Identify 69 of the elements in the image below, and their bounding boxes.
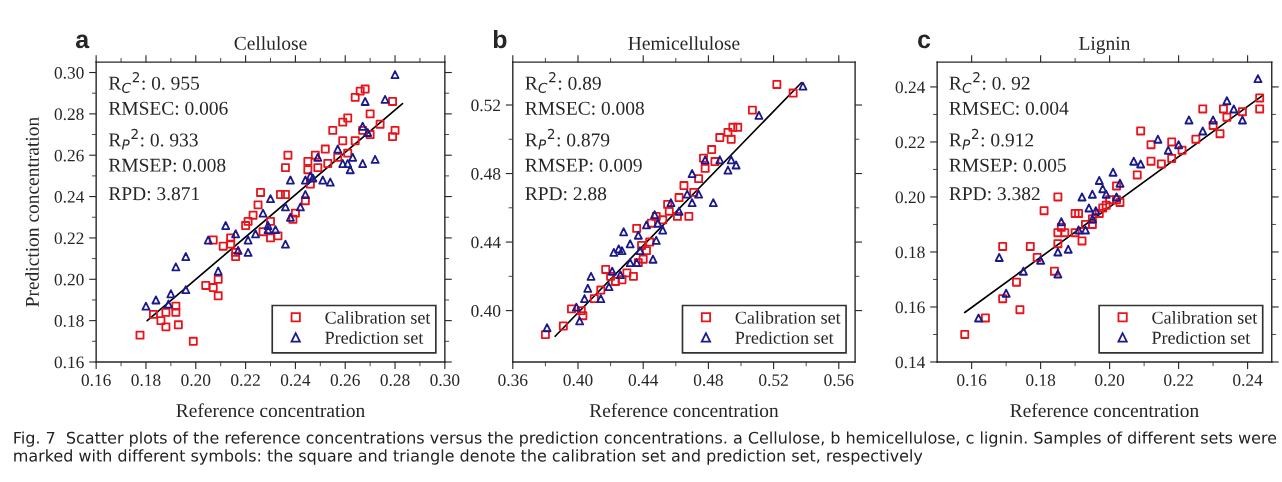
x-tick-label: 0.30 — [430, 374, 460, 387]
x-tick-label: 0.40 — [563, 374, 593, 387]
x-tick-label: 0.16 — [81, 374, 111, 387]
text: c — [918, 34, 931, 49]
y-tick-label: 0.22 — [54, 232, 84, 245]
annotation: RMSEP: 0.005 — [949, 158, 1066, 172]
x-axis-title: Reference concentration — [176, 403, 365, 418]
x-tick-label: 0.22 — [231, 374, 260, 387]
chart-title: Lignin — [1079, 36, 1131, 54]
x-tick-label: 0.20 — [1095, 374, 1125, 387]
annotation: RMSEP: 0.009 — [525, 158, 642, 172]
y-tick-label: 0.26 — [54, 149, 84, 162]
y-tick-label: 0.24 — [54, 191, 85, 203]
x-tick-label: 0.52 — [759, 374, 788, 387]
y-tick-label: 0.48 — [471, 168, 501, 180]
legend-label: Calibration set — [325, 311, 431, 324]
y-tick-label: 0.18 — [54, 315, 84, 327]
annotation: R$_{P}$$^{2}$: 0. 933 — [108, 128, 198, 150]
annotation: RMSEC: 0.004 — [949, 101, 1069, 115]
legend-label: Calibration set — [1152, 311, 1258, 324]
annotation: RPD: 3.382 — [949, 187, 1040, 201]
text: a — [75, 34, 90, 49]
x-tick-label: 0.18 — [131, 374, 161, 387]
y-tick-label: 0.52 — [471, 99, 501, 112]
y-tick-label: 0.40 — [471, 305, 501, 317]
y-tick-label: 0.18 — [895, 246, 925, 259]
y-tick-label: 0.20 — [895, 191, 925, 204]
annotation: RMSEP: 0.008 — [108, 158, 226, 172]
y-tick-label: 0.14 — [895, 356, 926, 369]
legend-label: Prediction set — [735, 331, 834, 344]
annotation: R$_{C}$$^{2}$: 0. 92 — [949, 72, 1030, 93]
annotation: RMSEC: 0.008 — [525, 101, 644, 115]
y-axis-title: Prediction concentration — [25, 117, 39, 307]
legend-label: Prediction set — [1152, 331, 1251, 344]
x-tick-label: 0.26 — [330, 374, 360, 387]
annotation: R$_{C}$$^{2}$: 0.89 — [525, 72, 601, 93]
annotation: R$_{C}$$^{2}$: 0. 955 — [108, 72, 200, 93]
y-tick-label: 0.24 — [895, 81, 926, 94]
x-tick-label: 0.48 — [693, 374, 723, 387]
x-tick-label: 0.36 — [498, 374, 528, 387]
x-tick-label: 0.24 — [280, 374, 311, 387]
y-tick-label: 0.16 — [895, 301, 925, 314]
annotation: RMSEC: 0.006 — [108, 101, 228, 115]
x-tick-label: 0.44 — [628, 374, 659, 387]
caption: Fig. 7 Scatter plots of the reference concentrations versus the prediction concentrations. a Cellulose, b hemicellulose, c lignin. Samples of different sets were marked with different symbols: the square and triangle denote the calibration set and prediction set, respectively — [14, 431, 1277, 465]
annotation: R$_{P}$$^{2}$: 0.879 — [525, 128, 610, 150]
annotation: RPD: 3.871 — [108, 187, 200, 201]
x-tick-label: 0.20 — [181, 374, 211, 387]
x-tick-label: 0.16 — [957, 374, 987, 387]
x-tick-label: 0.22 — [1164, 374, 1193, 387]
annotation: R$_{P}$$^{2}$: 0.912 — [949, 128, 1034, 150]
x-axis-title: Reference concentration — [589, 403, 779, 418]
y-tick-label: 0.30 — [54, 66, 84, 79]
y-tick-label: 0.22 — [895, 136, 925, 149]
chart-title: Hemicellulose — [628, 36, 740, 50]
x-axis-title: Reference concentration — [1010, 403, 1199, 418]
legend-label: Prediction set — [325, 331, 424, 344]
x-tick-label: 0.24 — [1233, 374, 1263, 387]
text: b — [493, 29, 507, 49]
x-tick-label: 0.18 — [1026, 374, 1056, 387]
annotation: RPD: 2.88 — [525, 187, 607, 201]
x-tick-label: 0.28 — [380, 374, 410, 387]
x-tick-label: 0.56 — [824, 374, 854, 387]
y-tick-label: 0.28 — [54, 108, 84, 121]
legend-label: Calibration set — [735, 311, 841, 324]
y-tick-label: 0.20 — [54, 273, 84, 286]
chart-title: Cellulose — [234, 36, 307, 50]
y-tick-label: 0.16 — [54, 356, 84, 369]
y-tick-label: 0.44 — [471, 236, 501, 249]
